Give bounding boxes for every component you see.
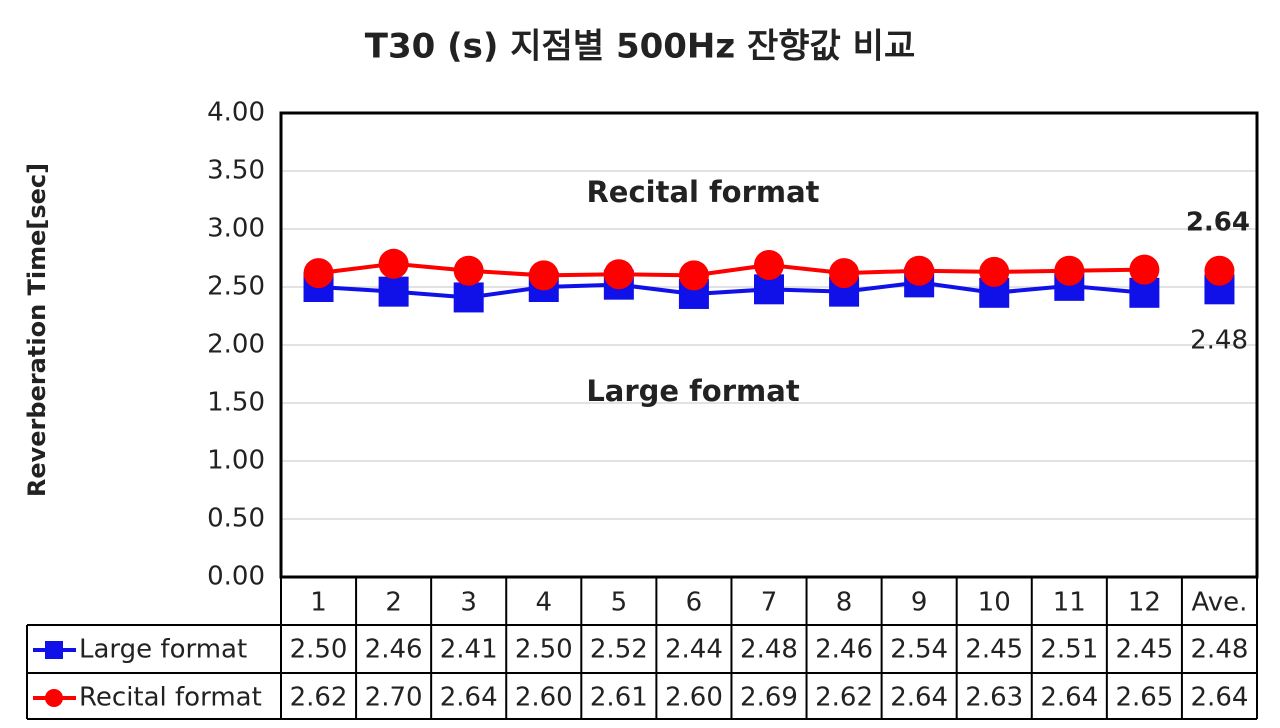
x-tick-label: 1: [310, 588, 327, 618]
x-tick-label: 7: [761, 588, 778, 618]
table-cell: 2.48: [1191, 635, 1249, 665]
series-annotation: Recital format: [586, 175, 819, 209]
table-cell: 2.63: [965, 683, 1023, 713]
y-tick-label: 3.50: [207, 156, 265, 186]
x-tick-label: 9: [911, 588, 928, 618]
table-cell: 2.64: [890, 683, 948, 713]
table-cell: 2.62: [815, 683, 873, 713]
table-cell: 2.60: [665, 683, 723, 713]
y-tick-label: 1.50: [207, 388, 265, 418]
y-tick-label: 1.00: [207, 446, 265, 476]
table-cell: 2.69: [740, 683, 798, 713]
x-tick-label: 2: [385, 588, 402, 618]
x-tick-label: 4: [535, 588, 552, 618]
legend-marker: [45, 689, 63, 707]
point: [904, 255, 935, 286]
table-cell: 2.61: [590, 683, 648, 713]
point: [378, 276, 409, 307]
table-cell: 2.64: [1191, 683, 1249, 713]
plot-frame: [279, 111, 1259, 579]
table-cell: 2.48: [740, 635, 798, 665]
point: [303, 258, 334, 289]
x-tick-label: 11: [1053, 588, 1086, 618]
table-cell: 2.45: [1115, 635, 1173, 665]
table-cell: 2.46: [815, 635, 873, 665]
table-cell: 2.70: [365, 683, 423, 713]
legend-label: Recital format: [79, 683, 262, 713]
y-tick-label: 3.00: [207, 214, 265, 244]
point: [1129, 254, 1160, 285]
table-cell: 2.46: [365, 635, 423, 665]
chart-title: T30 (s) 지점별 500Hz 잔향값 비교: [365, 27, 915, 67]
y-tick-label: 0.50: [207, 504, 265, 534]
y-tick-label: 2.50: [207, 272, 265, 302]
table-cell: 2.45: [965, 635, 1023, 665]
table-cell: 2.65: [1115, 683, 1173, 713]
point: [1204, 255, 1235, 286]
x-tick-label: 3: [460, 588, 477, 618]
table-cell: 2.62: [290, 683, 348, 713]
table-cell: 2.44: [665, 635, 723, 665]
table-cell: 2.60: [515, 683, 573, 713]
y-axis-label: Reverberation Time[sec]: [23, 163, 51, 497]
x-tick-label: 8: [836, 588, 853, 618]
data-label: 2.64: [1186, 208, 1250, 238]
table-cell: 2.51: [1040, 635, 1098, 665]
y-tick-label: 2.00: [207, 330, 265, 360]
point: [453, 255, 484, 286]
data-label: 2.48: [1190, 326, 1248, 356]
point: [829, 258, 860, 289]
point: [603, 259, 634, 290]
table-cell: 2.54: [890, 635, 948, 665]
table-cell: 2.64: [1040, 683, 1098, 713]
point: [754, 249, 784, 280]
point: [528, 260, 559, 291]
x-tick-label: Ave.: [1192, 588, 1248, 618]
x-tick-label: 12: [1128, 588, 1161, 618]
table-cell: 2.41: [440, 635, 498, 665]
series-annotation: Large format: [586, 374, 800, 408]
table-cell: 2.50: [515, 635, 573, 665]
y-tick-label: 0.00: [207, 562, 265, 592]
point: [678, 260, 709, 291]
series-line: [318, 280, 1145, 300]
x-tick-label: 5: [611, 588, 628, 618]
series-line: [318, 261, 1145, 278]
point: [1054, 255, 1085, 286]
legend-label: Large format: [79, 635, 247, 665]
point: [378, 248, 409, 279]
table-cell: 2.64: [440, 683, 498, 713]
table-cell: 2.50: [290, 635, 348, 665]
y-tick-label: 4.00: [207, 98, 265, 128]
table-cell: 2.52: [590, 635, 648, 665]
point: [979, 256, 1010, 287]
x-tick-label: 10: [978, 588, 1011, 618]
x-tick-label: 6: [686, 588, 703, 618]
point: [453, 282, 484, 313]
legend-marker: [45, 641, 63, 659]
